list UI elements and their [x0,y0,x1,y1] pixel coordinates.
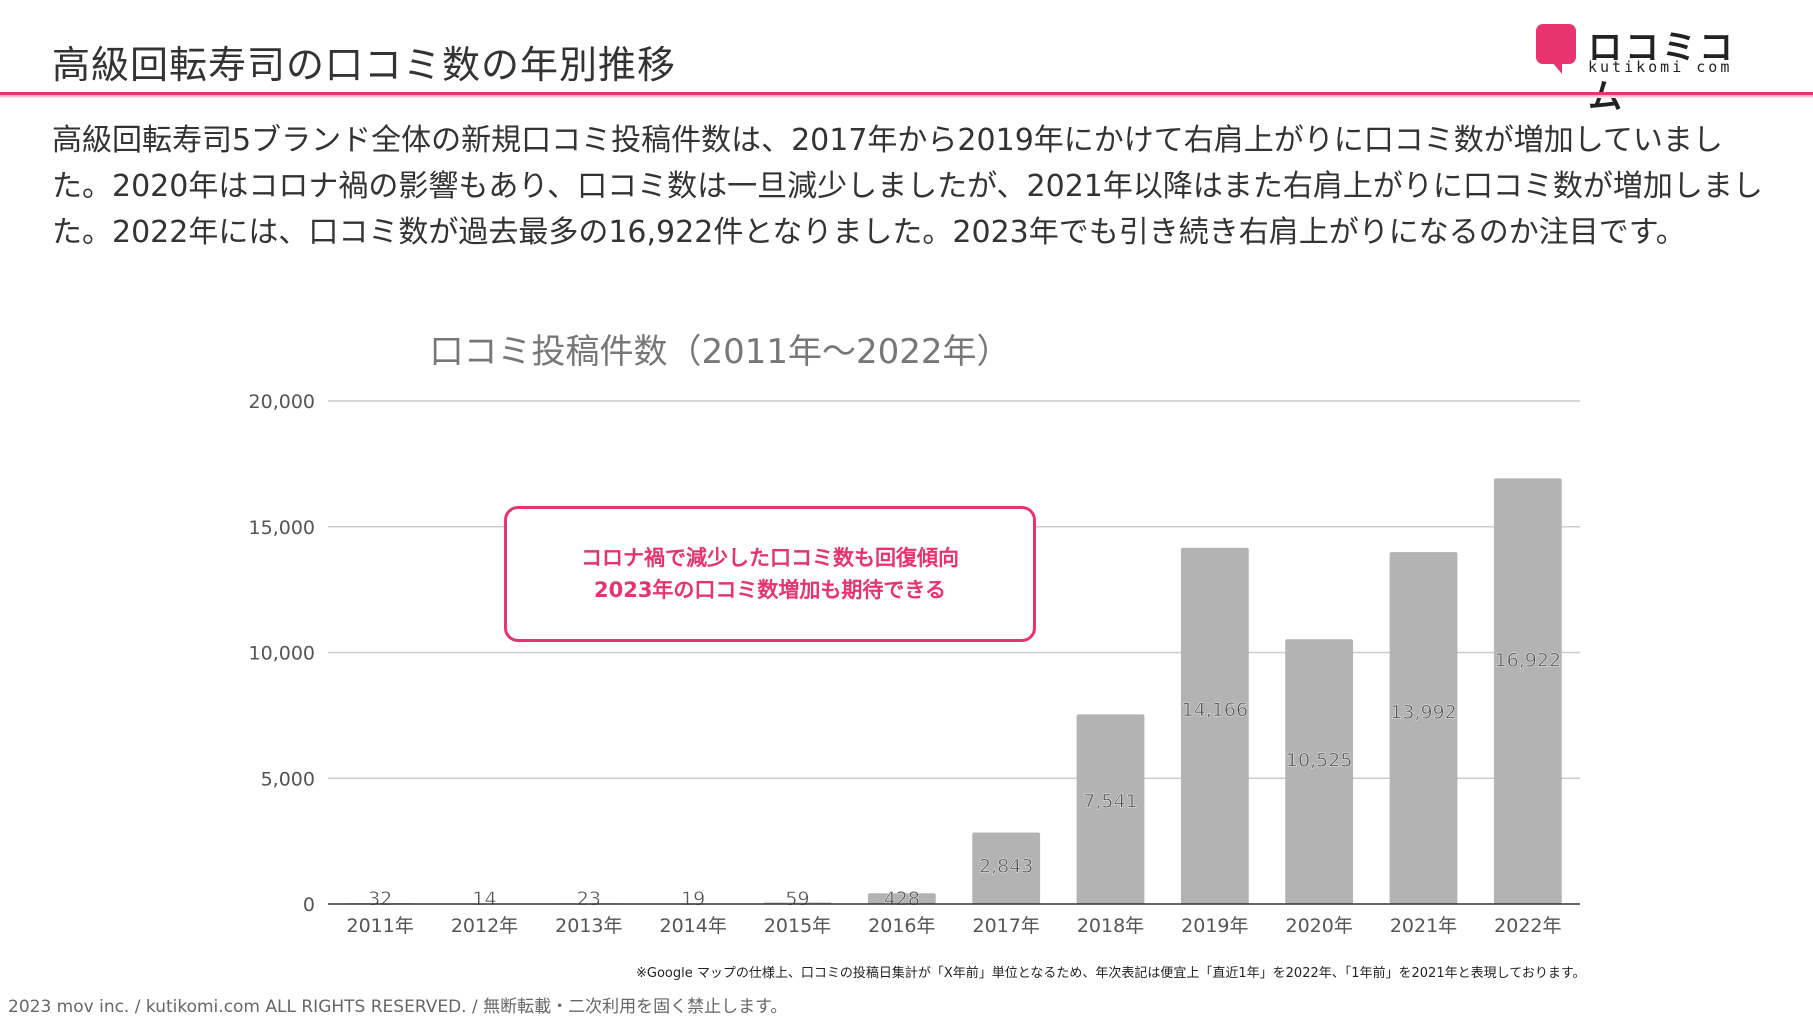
bar-value-label: 32 [368,888,392,910]
bar-value-label: 19 [681,888,705,910]
description-text: 高級回転寿司5ブランド全体の新規口コミ投稿件数は、2017年から2019年にかけ… [52,123,1763,250]
bar [1493,478,1562,904]
x-tick-label: 2015年 [764,915,831,937]
x-tick-label: 2011年 [346,915,413,937]
bar-value-label: 10,525 [1286,749,1352,771]
bar-value-label: 14 [472,888,496,910]
bar-value-label: 7,541 [1083,791,1137,813]
y-tick-label: 15,000 [249,517,315,539]
bar [1076,714,1145,904]
x-tick-label: 2014年 [659,915,726,937]
bar-value-label: 2,843 [979,856,1033,878]
y-tick-label: 20,000 [249,391,315,413]
bar-value-label: 13,992 [1390,701,1456,723]
bar-value-label: 23 [577,888,601,910]
bar [1389,552,1458,904]
chart-title: 口コミ投稿件数（2011年〜2022年） [429,332,1011,372]
bar-value-label: 59 [785,888,809,910]
header-divider [0,92,1813,98]
x-tick-label: 2021年 [1390,915,1457,937]
bar-value-label: 16,922 [1495,649,1561,671]
y-tick-label: 10,000 [249,643,315,665]
logo-subtext: kutikomi com [1588,58,1733,76]
x-tick-label: 2017年 [972,915,1039,937]
x-tick-label: 2020年 [1285,915,1352,937]
bar [1285,639,1354,904]
bar-value-label: 428 [884,888,920,910]
callout-line-1: コロナ禍で減少した口コミ数も回復傾向 [581,546,959,570]
x-tick-label: 2018年 [1077,915,1144,937]
bar [867,893,936,904]
bar-value-label: 14,166 [1182,699,1248,721]
bar [972,832,1041,904]
page-title: 高級回転寿司の口コミ数の年別推移 [52,43,677,87]
x-tick-label: 2013年 [555,915,622,937]
copyright: 2023 mov inc. / kutikomi.com ALL RIGHTS … [8,997,788,1017]
y-tick-label: 5,000 [261,768,315,790]
kutikomi-logo: ロコミコム kutikomi com [1536,18,1736,117]
y-tick-label: 0 [303,894,315,916]
speech-bubble-icon [1536,24,1576,74]
bar [1180,547,1249,904]
x-tick-label: 2012年 [451,915,518,937]
x-tick-label: 2022年 [1494,915,1561,937]
x-tick-label: 2016年 [868,915,935,937]
header: 高級回転寿司の口コミ数の年別推移 ロコミコム kutikomi com [0,0,1813,117]
callout-box: コロナ禍で減少した口コミ数も回復傾向 2023年の口コミ数増加も期待できる [504,506,1036,642]
x-tick-label: 2019年 [1181,915,1248,937]
footnote: ※Google マップの仕様上、口コミの投稿日集計が「X年前」単位となるため、年… [636,966,1586,981]
callout-line-2: 2023年の口コミ数増加も期待できる [593,578,947,602]
